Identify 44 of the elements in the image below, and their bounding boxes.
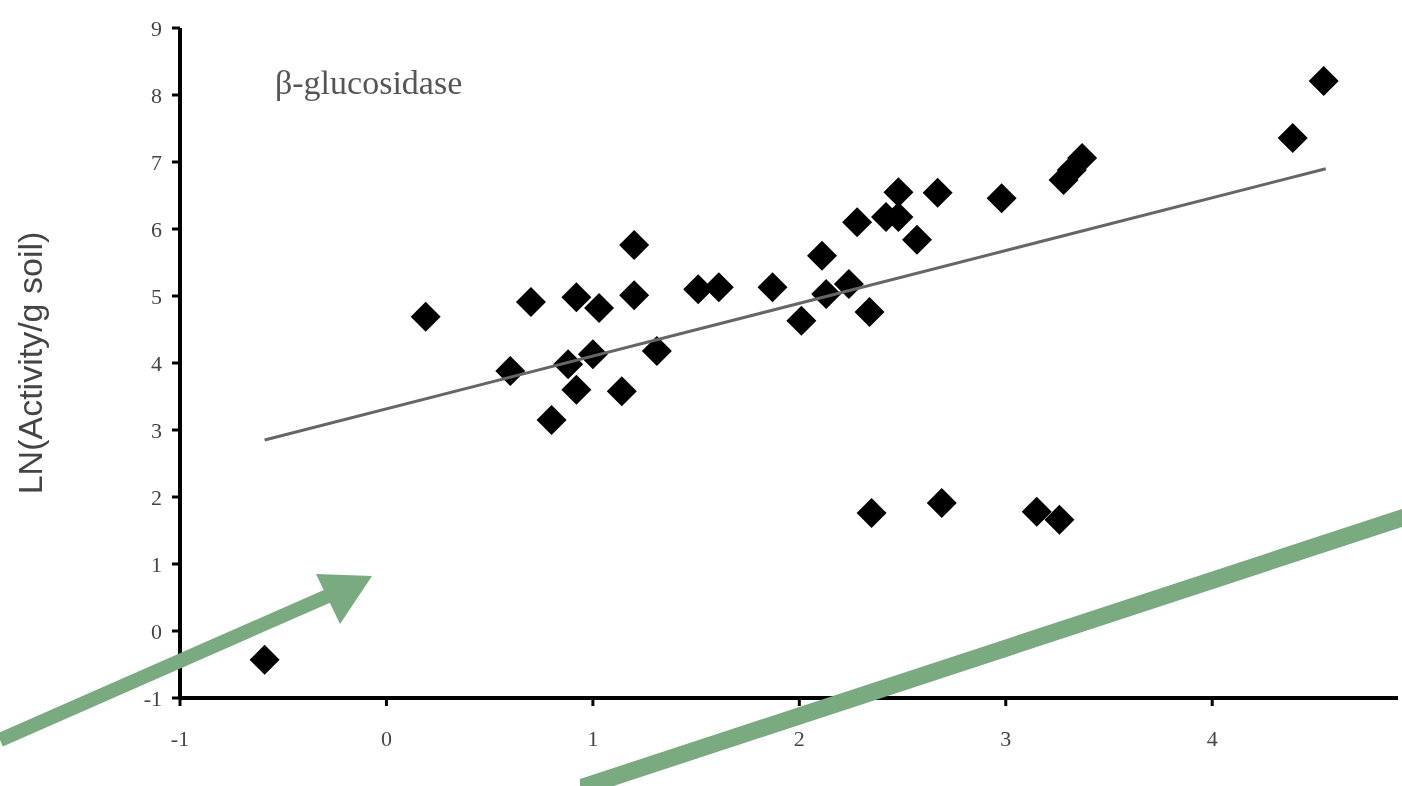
text: β-glucosidase bbox=[275, 64, 463, 102]
y-tick-label: 9 bbox=[151, 15, 162, 41]
point bbox=[807, 240, 838, 271]
y-tick-label: 2 bbox=[151, 484, 162, 510]
point bbox=[854, 297, 885, 328]
point bbox=[1277, 122, 1308, 153]
point bbox=[842, 207, 873, 238]
x-tick-label: 0 bbox=[380, 725, 392, 751]
point bbox=[561, 374, 592, 405]
y-tick-label: 4 bbox=[151, 350, 162, 376]
point bbox=[1021, 496, 1052, 527]
point bbox=[561, 282, 592, 313]
point bbox=[926, 488, 957, 519]
point bbox=[986, 183, 1017, 214]
x-tick-label: 3 bbox=[1000, 725, 1012, 751]
x-tick-label: 1 bbox=[587, 725, 599, 751]
point bbox=[901, 224, 932, 255]
point bbox=[515, 287, 546, 318]
point bbox=[1044, 504, 1075, 535]
point bbox=[786, 305, 817, 336]
y-tick-label: 0 bbox=[151, 618, 162, 644]
point bbox=[536, 404, 567, 435]
y-tick-label: 5 bbox=[151, 283, 162, 309]
point bbox=[619, 280, 650, 311]
point bbox=[249, 644, 280, 675]
y-axis-title: LN(Activity/g soil) bbox=[11, 231, 50, 495]
y-tick-label: 1 bbox=[151, 551, 162, 577]
point bbox=[410, 301, 441, 332]
y-tick-label: -1 bbox=[143, 685, 162, 711]
point bbox=[641, 335, 672, 366]
point bbox=[606, 376, 637, 407]
x-tick-label: 2 bbox=[793, 725, 805, 751]
y-tick-label: 6 bbox=[151, 216, 162, 242]
point bbox=[757, 272, 788, 303]
point bbox=[619, 230, 650, 261]
y-tick-label: 7 bbox=[151, 149, 162, 175]
y-tick-label: 8 bbox=[151, 82, 162, 108]
point bbox=[1308, 65, 1339, 96]
x-tick-label: 4 bbox=[1206, 725, 1218, 751]
x-tick-label: -1 bbox=[170, 725, 190, 751]
point bbox=[856, 498, 887, 529]
y-tick-label: 3 bbox=[151, 417, 162, 443]
point bbox=[584, 293, 615, 324]
point bbox=[922, 177, 953, 208]
